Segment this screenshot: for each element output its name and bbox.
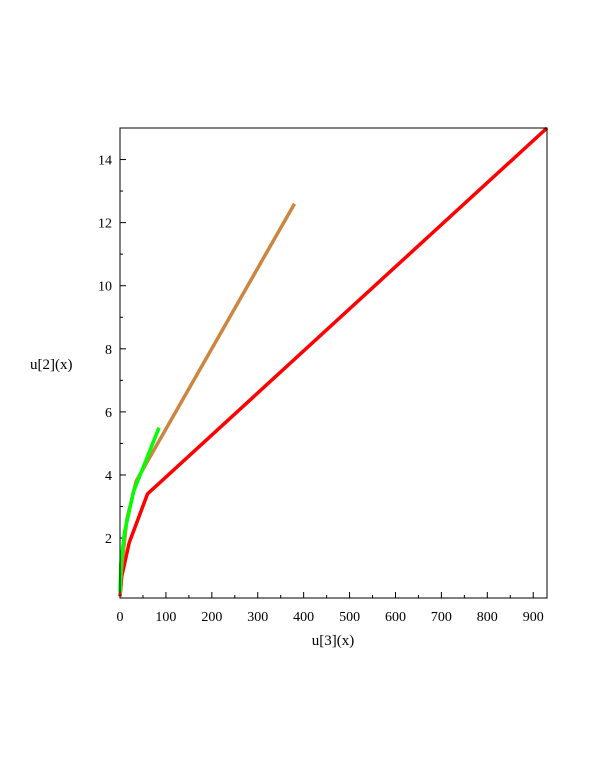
series-line-2 <box>118 202 297 595</box>
x-tick-label: 600 <box>385 610 406 625</box>
series-line-3 <box>118 427 161 592</box>
x-tick-label: 900 <box>523 610 544 625</box>
y-tick-label: 12 <box>98 217 112 232</box>
y-axis-label: u[2](x) <box>30 357 72 373</box>
x-tick-label: 500 <box>339 610 360 625</box>
y-tick-label: 4 <box>105 469 112 484</box>
y-tick-label: 14 <box>98 154 112 169</box>
x-tick-label: 200 <box>201 610 222 625</box>
x-tick-label: 800 <box>477 610 498 625</box>
x-axis-ticks: 0 100 200 300 400 500 600 700 800 900 <box>117 592 544 625</box>
series-layer <box>118 126 549 597</box>
y-tick-label: 2 <box>105 532 112 547</box>
y-tick-label: 6 <box>105 406 112 421</box>
y-tick-label: 8 <box>105 343 112 358</box>
plot-frame <box>119 127 548 599</box>
x-tick-label: 0 <box>117 610 124 625</box>
y-axis-ticks: 2 4 6 8 10 12 14 <box>98 154 126 571</box>
x-tick-label: 700 <box>431 610 452 625</box>
x-tick-label: 300 <box>247 610 268 625</box>
series-line-1 <box>118 126 549 597</box>
x-tick-label: 100 <box>155 610 176 625</box>
x-axis-label: u[3](x) <box>312 633 354 649</box>
x-tick-label: 400 <box>293 610 314 625</box>
y-tick-label: 10 <box>98 280 112 295</box>
